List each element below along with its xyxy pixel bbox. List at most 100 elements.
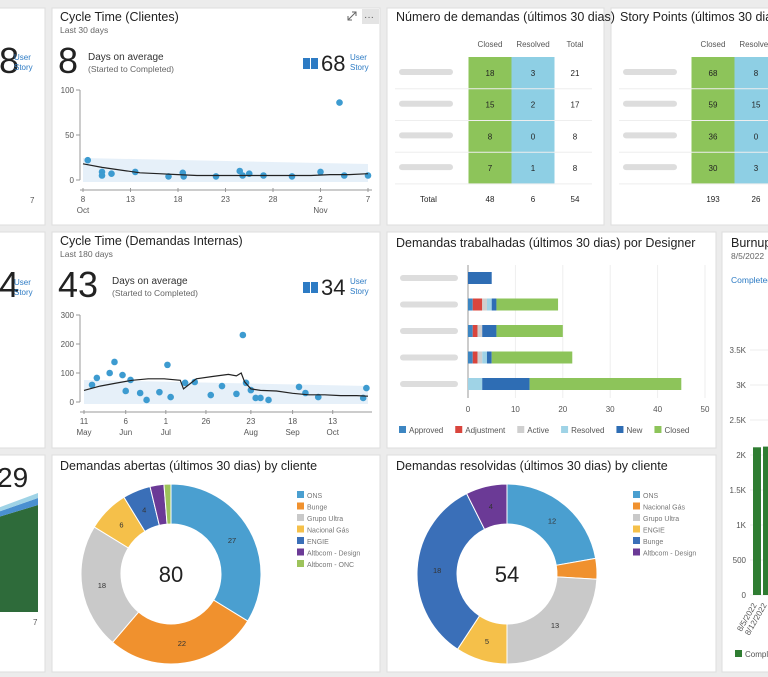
legend-swatch — [297, 548, 304, 556]
point — [108, 170, 115, 177]
bar-segment — [472, 298, 483, 311]
bar-segment — [468, 272, 492, 284]
donut-segment — [163, 483, 172, 525]
y-tick-label: 3K — [736, 381, 746, 390]
expand-icon[interactable] — [347, 11, 357, 21]
total-label: Total — [420, 195, 437, 204]
story-label: Story — [350, 63, 369, 72]
segment-label: 22 — [178, 639, 186, 648]
story-label: User — [350, 277, 367, 286]
story-label: User — [350, 53, 367, 62]
point — [265, 396, 272, 404]
tile — [0, 7, 46, 226]
area-decor — [0, 493, 38, 512]
legend-label: Altbcom - ONC — [307, 562, 354, 569]
bar-segment — [491, 351, 573, 364]
story-label: Story — [14, 288, 33, 297]
menu-button[interactable] — [362, 9, 379, 24]
x-tick-label: 18 — [288, 417, 297, 426]
bar-segment — [482, 378, 530, 390]
trend-line — [83, 372, 369, 397]
legend-swatch — [517, 426, 525, 433]
avg-label: Days on average — [88, 52, 164, 63]
bar-segment — [482, 325, 497, 337]
story-label: Story — [350, 287, 369, 296]
blurred-name — [400, 275, 458, 281]
point — [257, 394, 264, 402]
bar-segment — [472, 351, 478, 364]
y-tick-label: 0 — [742, 591, 747, 600]
y-tick-label: 100 — [61, 86, 75, 95]
point — [336, 99, 343, 106]
y-tick-label: 500 — [733, 556, 747, 565]
avg-sub: (Started to Completed) — [88, 64, 174, 74]
widget-title: Story Points (últimos 30 dias) p — [620, 10, 768, 24]
book-icon — [311, 58, 318, 69]
widget-subtitle: Last 30 days — [60, 25, 108, 35]
blurred-name — [400, 354, 458, 361]
legend-swatch — [455, 426, 463, 433]
days-average: 8 — [58, 40, 78, 81]
cell-value: 15 — [752, 101, 761, 110]
bar-segment — [482, 351, 487, 364]
tile — [51, 231, 381, 449]
bar — [763, 446, 768, 595]
legend-swatch — [297, 502, 304, 510]
bar-segment — [496, 298, 559, 311]
point — [212, 173, 220, 180]
donut-segment — [80, 526, 140, 644]
total-value: 26 — [752, 195, 761, 204]
point — [252, 394, 259, 402]
bar-segment — [529, 378, 682, 390]
segment-label: 5 — [485, 637, 489, 646]
legend-label: Nacional Gás — [307, 528, 350, 535]
month-label: Aug — [244, 428, 258, 437]
legend-label: ENGIE — [307, 539, 329, 546]
cell-value: 8 — [754, 69, 759, 78]
month-label: Sep — [285, 428, 300, 437]
cell-value: 3 — [754, 164, 759, 173]
widget-subtitle: Last 180 days — [60, 249, 113, 259]
legend-swatch — [735, 650, 742, 657]
point — [143, 396, 150, 404]
legend-swatch — [561, 426, 569, 433]
bar-segment — [496, 325, 563, 337]
column-header: Closed — [701, 40, 726, 49]
segment-label: 4 — [489, 502, 493, 511]
total-value: 48 — [486, 195, 495, 204]
y-tick-label: 1K — [736, 521, 746, 530]
legend-label: Bunge — [643, 539, 663, 546]
legend-label: Resolved — [571, 426, 604, 435]
x-tick-label: 13 — [328, 417, 337, 426]
legend-label: Grupo Ultra — [643, 516, 679, 523]
story-label: Story — [14, 63, 33, 72]
donut-total: 80 — [159, 562, 183, 587]
bar-segment — [468, 351, 473, 364]
y-tick-label: 200 — [61, 340, 75, 349]
count: 8 — [0, 40, 19, 81]
legend-swatch — [399, 426, 406, 433]
widget-title: Número de demandas (últimos 30 dias) — [396, 10, 615, 24]
total-value: 54 — [571, 195, 580, 204]
x-tick-label: 18 — [174, 195, 183, 204]
cell-value: 30 — [709, 164, 718, 173]
blurred-name — [623, 132, 677, 139]
widget-title: Demandas trabalhadas (últimos 30 dias) p… — [396, 236, 695, 250]
legend-swatch — [297, 514, 304, 521]
y-tick-label: 0 — [70, 398, 75, 407]
segment-label: 12 — [548, 516, 556, 525]
point — [363, 384, 370, 392]
blurred-name — [400, 381, 458, 387]
legend-swatch — [297, 537, 304, 544]
donut-total: 54 — [495, 562, 519, 587]
avg-label: Days on average — [112, 276, 188, 287]
segment-label: 18 — [433, 566, 441, 575]
bar-segment — [477, 325, 483, 337]
segment-label: 13 — [551, 621, 559, 630]
bar-segment — [468, 325, 473, 337]
legend-swatch — [633, 514, 640, 521]
column-header: Closed — [478, 40, 503, 49]
x-tick-label: 23 — [246, 417, 255, 426]
legend-label: ONS — [307, 493, 323, 500]
donut-segment — [170, 483, 262, 622]
